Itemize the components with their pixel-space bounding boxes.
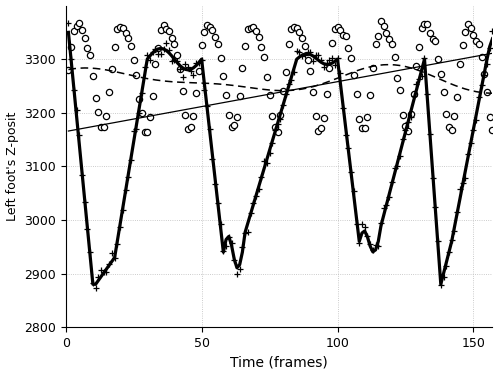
X-axis label: Time (frames): Time (frames) <box>230 356 328 369</box>
Y-axis label: Left foot's Z-posit: Left foot's Z-posit <box>5 112 18 221</box>
